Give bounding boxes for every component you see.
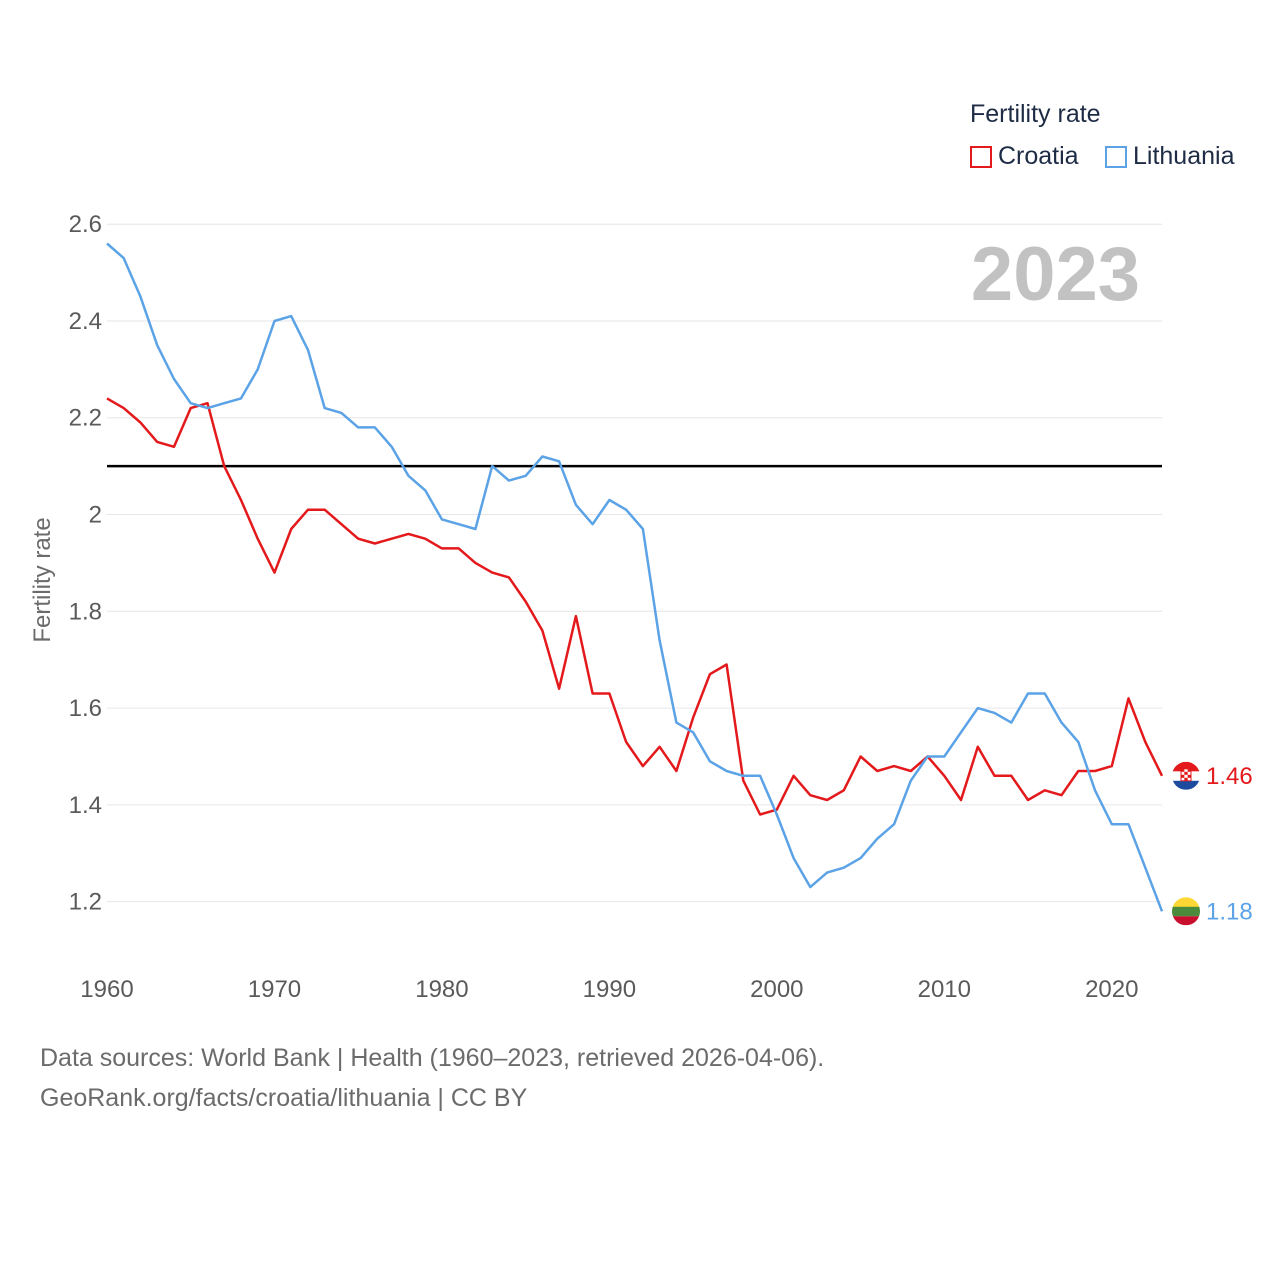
x-tick-label: 1990: [583, 976, 636, 1003]
series-line-croatia: [106, 397, 1164, 816]
legend-item-lithuania[interactable]: Lithuania: [1105, 142, 1234, 171]
y-axis-ticks: 1.2 1.4 1.6 1.8 2 2.2 2.4 2.6: [69, 211, 102, 915]
y-axis-title: Fertility rate: [29, 517, 56, 642]
end-markers: 1.46 1.18: [1172, 761, 1253, 926]
series-line-lithuania: [106, 242, 1164, 912]
x-tick-label: 1980: [415, 976, 468, 1003]
end-value-label-lithuania: 1.18: [1206, 898, 1253, 925]
year-watermark: 2023: [971, 232, 1140, 317]
x-tick-label: 2020: [1085, 976, 1138, 1003]
footer-attribution[interactable]: GeoRank.org/facts/croatia/lithuania | CC…: [40, 1084, 528, 1112]
y-tick-label: 2.2: [69, 405, 102, 432]
y-tick-label: 1.4: [69, 792, 102, 819]
x-tick-label: 1960: [80, 976, 133, 1003]
y-tick-label: 2.6: [69, 211, 102, 238]
legend-label-croatia: Croatia: [998, 142, 1079, 170]
series-lines: [106, 242, 1164, 912]
legend-title: Fertility rate: [970, 100, 1101, 128]
y-tick-label: 2: [89, 502, 102, 529]
y-tick-label: 1.2: [69, 889, 102, 916]
footer-sources: Data sources: World Bank | Health (1960–…: [40, 1044, 825, 1072]
legend-swatch-lithuania: [1105, 145, 1127, 168]
legend-label-lithuania: Lithuania: [1133, 142, 1235, 170]
y-tick-label: 2.4: [69, 308, 102, 335]
gridlines: [107, 223, 1162, 903]
y-tick-label: 1.8: [69, 598, 102, 625]
x-tick-label: 2010: [918, 976, 971, 1003]
legend-item-croatia[interactable]: Croatia: [970, 142, 1079, 171]
x-axis-ticks: 1960 1970 1980 1990 2000 2010 2020: [80, 976, 1138, 1003]
flag-lithuania-icon: [1172, 897, 1200, 926]
flag-croatia-icon: [1172, 761, 1200, 790]
legend-swatch-croatia: [970, 145, 992, 168]
x-tick-label: 2000: [750, 976, 803, 1003]
end-value-label-croatia: 1.46: [1206, 763, 1253, 790]
y-tick-label: 1.6: [69, 695, 102, 722]
x-tick-label: 1970: [248, 976, 301, 1003]
